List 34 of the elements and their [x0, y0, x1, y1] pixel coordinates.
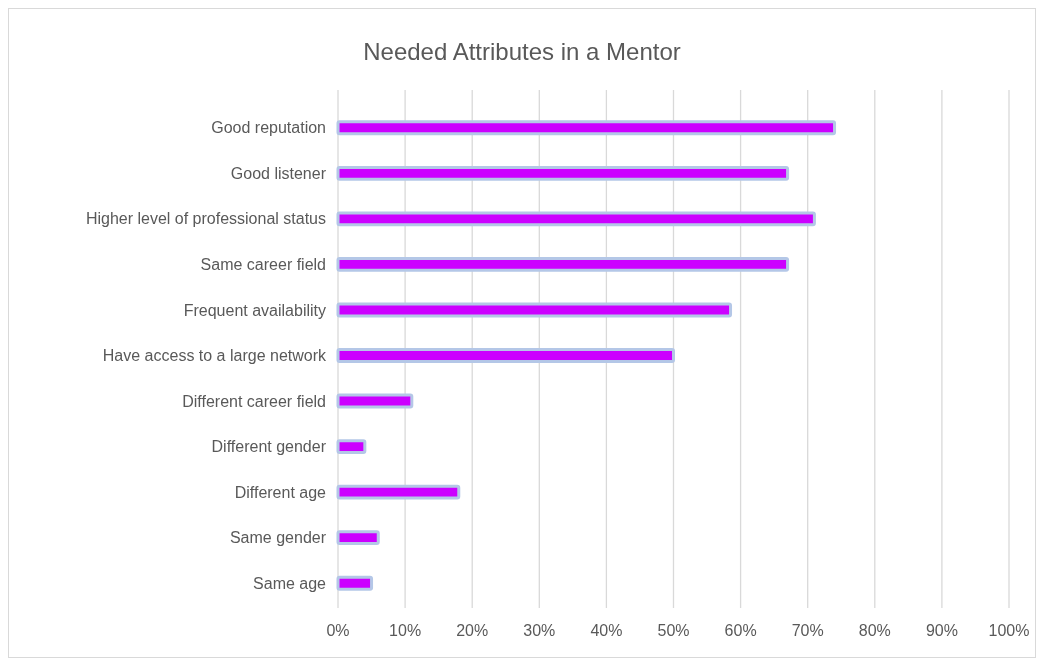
x-tick-label: 60% [724, 622, 757, 639]
y-tick-label: Same gender [229, 529, 327, 547]
bar [336, 211, 816, 227]
bar [336, 530, 380, 546]
chart-title: Needed Attributes in a Mentor [363, 38, 681, 65]
x-tick-label: 70% [791, 622, 824, 639]
bar [336, 575, 374, 591]
y-tick-label: Good listener [230, 164, 327, 182]
x-tick-label: 50% [657, 622, 690, 639]
x-tick-label: 10% [389, 622, 422, 639]
y-tick-label: Different age [234, 483, 327, 501]
bar [336, 256, 790, 272]
y-tick-label: Have access to a large network [102, 347, 327, 365]
y-tick-label: Higher level of professional status [85, 210, 326, 228]
bar [336, 393, 414, 409]
x-tick-label: 20% [456, 622, 489, 639]
y-tick-label: Same career field [200, 256, 326, 274]
bar [336, 120, 837, 136]
bar [336, 302, 733, 318]
y-tick-label: Frequent availability [183, 301, 326, 319]
x-tick-label: 0% [326, 622, 350, 639]
y-tick-label: Good reputation [211, 119, 326, 137]
y-tick-label: Same age [253, 574, 327, 592]
x-tick-label: 30% [523, 622, 556, 639]
bar [336, 484, 461, 500]
bar [336, 348, 675, 363]
bar [336, 439, 367, 455]
x-tick-label: 40% [590, 622, 623, 639]
y-tick-label: Different career field [182, 392, 326, 410]
bar [336, 165, 790, 181]
x-tick-label: 100% [988, 622, 1030, 639]
x-tick-label: 90% [925, 622, 958, 639]
x-tick-label: 80% [858, 622, 891, 639]
y-tick-label: Different gender [211, 438, 327, 456]
